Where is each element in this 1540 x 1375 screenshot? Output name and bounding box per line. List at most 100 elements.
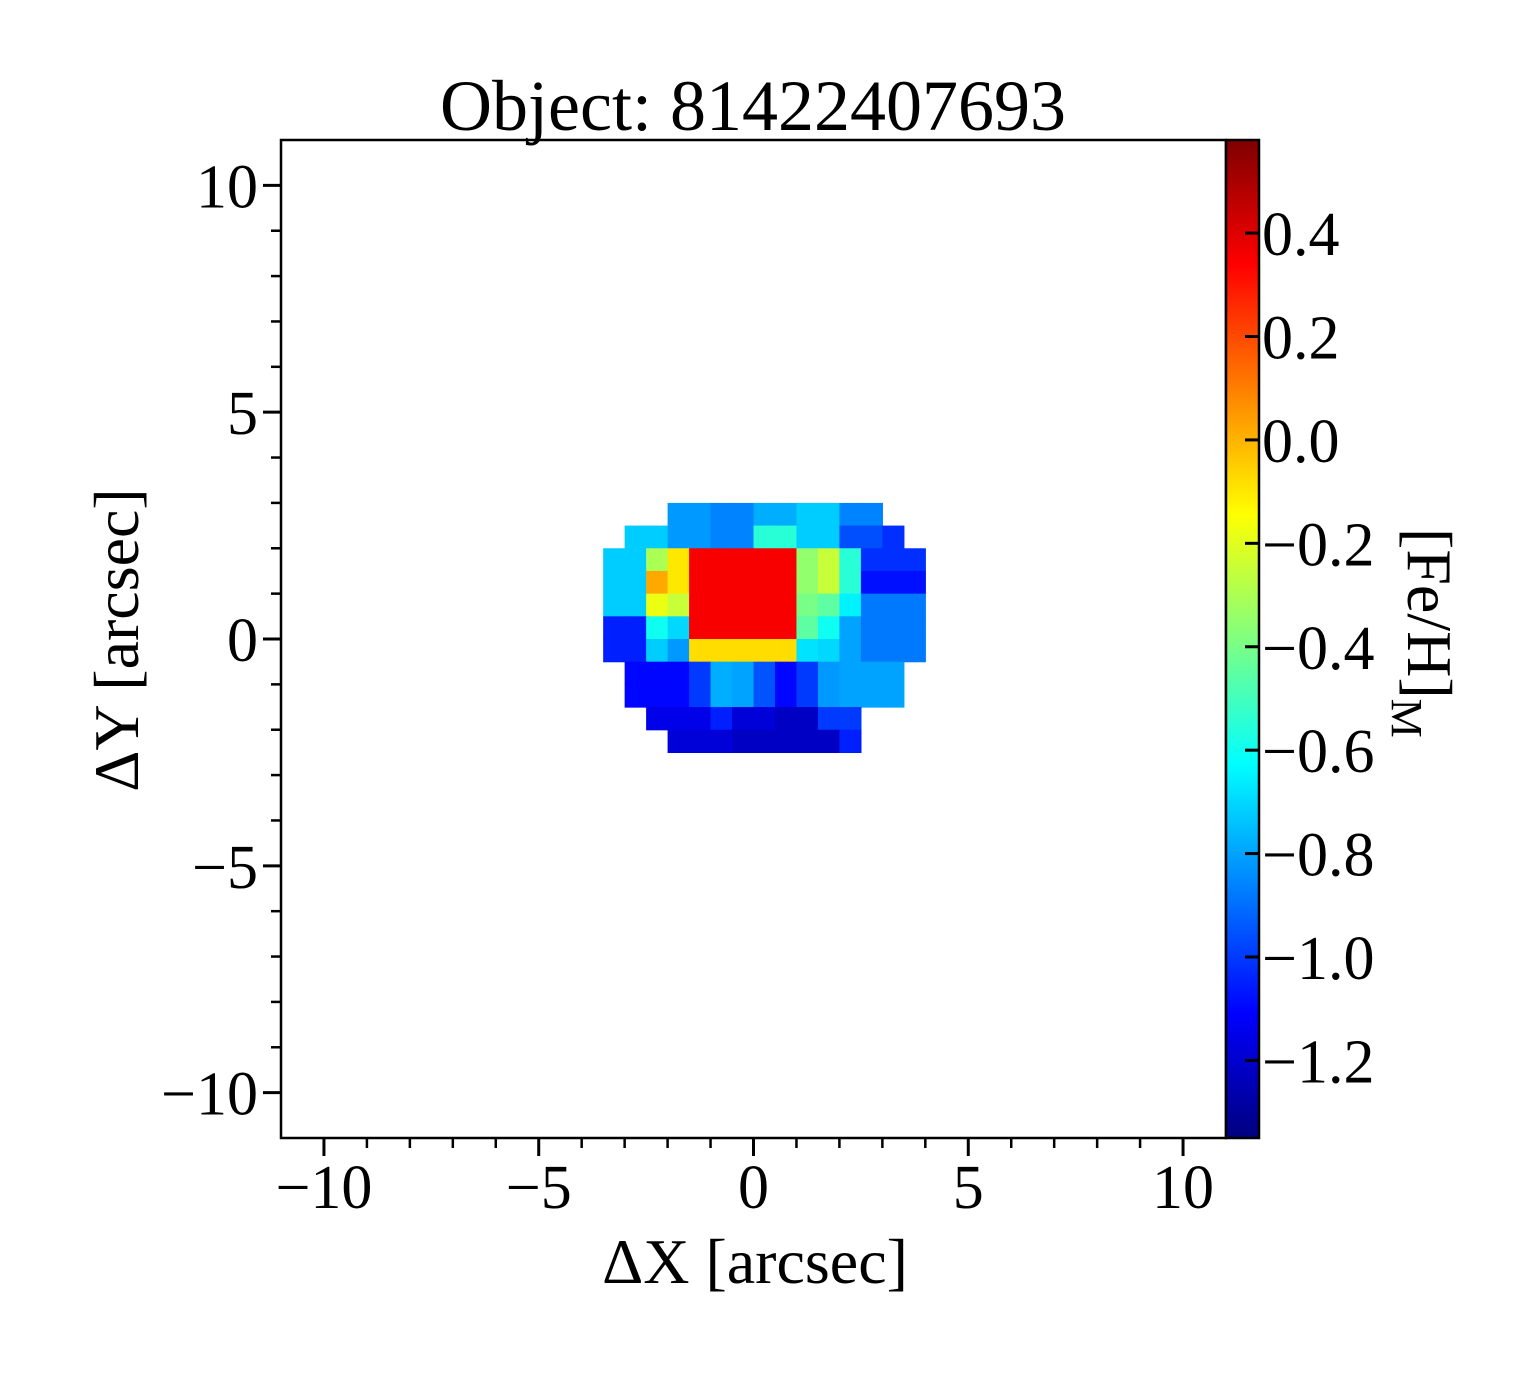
spaxel xyxy=(603,548,626,572)
colorbar-tick-label: −1.2 xyxy=(1262,1028,1374,1096)
spaxel xyxy=(753,639,776,663)
spaxel xyxy=(774,593,798,617)
spaxel xyxy=(796,502,819,527)
colorbar-tick-label: −0.8 xyxy=(1262,822,1374,890)
spaxel xyxy=(667,729,690,754)
spaxel xyxy=(753,661,776,685)
spaxel xyxy=(710,525,733,549)
spaxel xyxy=(774,502,798,527)
colorbar-tick-label: 0.2 xyxy=(1262,304,1340,372)
spaxel xyxy=(646,593,669,617)
spaxel xyxy=(796,684,819,708)
spaxel xyxy=(817,639,841,663)
spaxel xyxy=(882,661,905,685)
colorbar-tick-label: 0.4 xyxy=(1262,201,1340,269)
spaxel xyxy=(753,684,776,708)
spaxel xyxy=(753,593,776,617)
spaxel xyxy=(753,502,776,527)
spaxel xyxy=(796,616,819,640)
spaxel xyxy=(732,639,755,663)
spaxel xyxy=(753,707,776,731)
spaxel xyxy=(603,570,626,595)
spaxel xyxy=(903,593,926,617)
spaxel xyxy=(667,639,690,663)
spaxel xyxy=(839,684,862,708)
spaxel xyxy=(710,661,733,685)
spaxel xyxy=(796,729,819,754)
spaxel xyxy=(882,525,905,549)
heatmap-spaxels xyxy=(603,502,926,754)
y-tick-label: −10 xyxy=(161,1061,258,1129)
spaxel xyxy=(667,525,690,549)
spaxel xyxy=(732,684,755,708)
spaxel xyxy=(903,639,926,663)
spaxel xyxy=(817,707,841,731)
spaxel xyxy=(624,616,647,640)
spaxel xyxy=(710,639,733,663)
spaxel xyxy=(689,639,712,663)
spaxel xyxy=(817,548,841,572)
spaxel xyxy=(817,525,841,549)
spaxel xyxy=(646,570,669,595)
y-tick-label: −5 xyxy=(192,834,258,902)
colorbar-ticks: 0.4 0.2 0.0 −0.2 −0.4 −0.6 −0.8 −1.0 −1.2 xyxy=(1245,201,1374,1096)
spaxel xyxy=(774,525,798,549)
spaxel xyxy=(817,661,841,685)
spaxel xyxy=(732,616,755,640)
spaxel xyxy=(753,570,776,595)
spaxel xyxy=(603,593,626,617)
x-axis-label: ΔX [arcsec] xyxy=(602,1226,908,1297)
colorbar-tick-label: −0.4 xyxy=(1262,615,1374,683)
colorbar-tick-label: 0.0 xyxy=(1262,408,1340,476)
spaxel xyxy=(796,593,819,617)
spaxel xyxy=(689,593,712,617)
spaxel xyxy=(710,502,733,527)
spaxel xyxy=(710,684,733,708)
x-axis: −10 −5 0 5 10 xyxy=(275,1138,1214,1222)
spaxel xyxy=(839,639,862,663)
colorbar-tick-label: −0.2 xyxy=(1262,511,1374,579)
colorbar xyxy=(1224,138,1261,1140)
spaxel xyxy=(860,548,883,572)
spaxel xyxy=(817,616,841,640)
spaxel xyxy=(817,729,841,754)
spaxel xyxy=(646,639,669,663)
y-tick-label: 5 xyxy=(227,380,258,448)
spaxel xyxy=(732,570,755,595)
chart-title: Object: 81422407693 xyxy=(440,66,1066,146)
spaxel xyxy=(753,616,776,640)
spaxel xyxy=(710,707,733,731)
spaxel xyxy=(774,729,798,754)
spaxel xyxy=(646,525,669,549)
spaxel xyxy=(667,593,690,617)
spaxel xyxy=(689,684,712,708)
spaxel xyxy=(667,502,690,527)
spaxel xyxy=(624,548,647,572)
spaxel xyxy=(667,707,690,731)
colorbar-label-subscript: M xyxy=(1382,699,1431,738)
spaxel xyxy=(817,593,841,617)
spaxel xyxy=(882,684,905,708)
spaxel xyxy=(839,707,862,731)
spaxel xyxy=(903,570,926,595)
x-tick-label: −10 xyxy=(275,1154,372,1222)
spaxel xyxy=(860,525,883,549)
spaxel xyxy=(689,616,712,640)
spaxel xyxy=(710,616,733,640)
y-axis: −10 −5 0 5 10 xyxy=(161,153,281,1129)
spaxel xyxy=(667,616,690,640)
spaxel xyxy=(796,570,819,595)
spaxel xyxy=(774,684,798,708)
spaxel xyxy=(753,525,776,549)
x-tick-label: 10 xyxy=(1152,1154,1214,1222)
colorbar-tick-label: −1.0 xyxy=(1262,925,1374,993)
spaxel xyxy=(624,661,647,685)
spaxel xyxy=(624,525,647,549)
spaxel xyxy=(796,525,819,549)
spaxel xyxy=(860,502,883,527)
spaxel xyxy=(667,684,690,708)
spaxel xyxy=(860,639,883,663)
spaxel xyxy=(689,502,712,527)
spaxel xyxy=(774,570,798,595)
